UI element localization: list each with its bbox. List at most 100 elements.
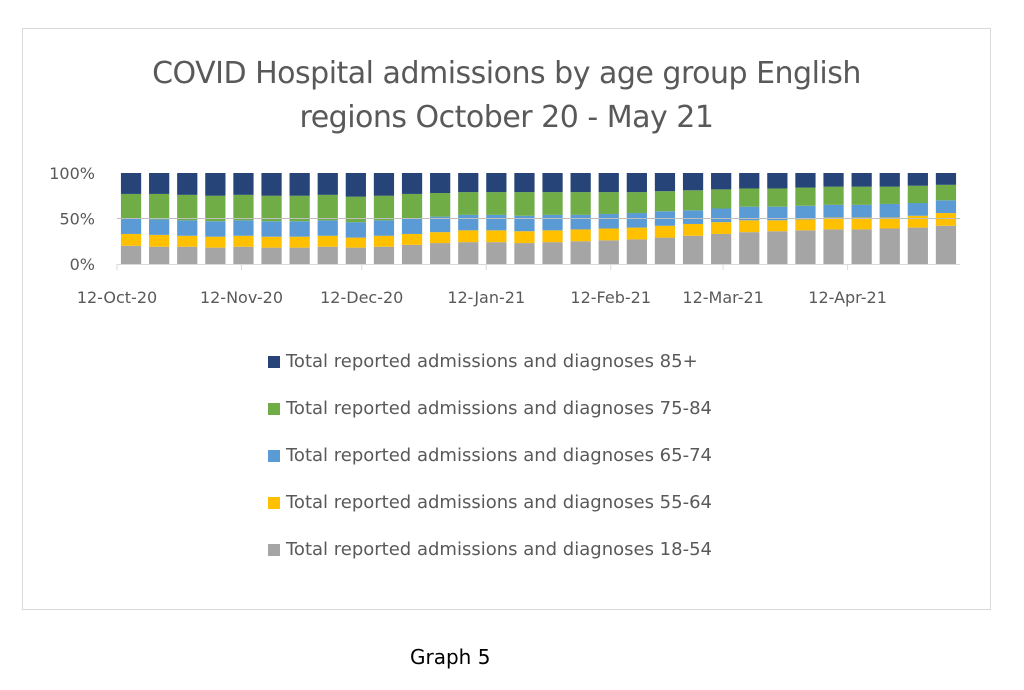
bar-segment-0-15 <box>542 242 563 264</box>
bar-segment-4-15 <box>542 173 563 193</box>
bar-segment-1-9 <box>373 235 395 247</box>
bar-segment-0-8 <box>345 247 366 264</box>
bar-segment-3-10 <box>401 193 423 219</box>
bar-segment-4-24 <box>795 173 816 188</box>
bar-segment-4-7 <box>317 173 338 195</box>
bar-segment-4-25 <box>823 173 844 187</box>
bar-segment-4-22 <box>739 173 760 189</box>
bar-segment-1-3 <box>205 236 226 248</box>
chart-frame <box>22 28 991 610</box>
bar-segment-0-17 <box>598 240 619 264</box>
bar-segment-2-18 <box>626 213 647 228</box>
bar-segment-0-25 <box>823 229 844 264</box>
bar-segment-0-22 <box>739 232 760 264</box>
bar-segment-1-28 <box>907 215 928 228</box>
bar-segment-0-1 <box>149 246 170 264</box>
bar-segment-3-16 <box>570 192 591 215</box>
bar-segment-1-1 <box>149 234 170 247</box>
bar-segment-1-24 <box>795 219 816 231</box>
bar-segment-4-3 <box>205 173 226 196</box>
bar-segment-0-2 <box>177 246 198 264</box>
bar-segment-1-29 <box>935 213 957 226</box>
bar-segment-3-23 <box>767 188 788 207</box>
chart-title-line-1: COVID Hospital admissions by age group E… <box>152 56 861 91</box>
bar-segment-2-10 <box>401 218 423 234</box>
bar-segment-4-14 <box>514 173 535 193</box>
chart-title: COVID Hospital admissions by age group E… <box>22 52 991 140</box>
bar-segment-0-27 <box>879 228 900 264</box>
legend: Total reported admissions and diagnoses … <box>268 338 712 573</box>
bar-segment-2-1 <box>149 219 170 235</box>
x-tick-label: 12-Apr-21 <box>808 288 887 307</box>
bar-segment-0-6 <box>289 247 310 264</box>
bar-segment-1-21 <box>711 222 732 234</box>
bar-segment-1-22 <box>739 220 760 233</box>
legend-label: Total reported admissions and diagnoses … <box>286 398 712 419</box>
bar-segment-1-19 <box>654 225 676 238</box>
bar-segment-4-20 <box>682 173 704 191</box>
bar-segment-2-21 <box>711 208 732 223</box>
bar-segment-2-15 <box>542 214 563 231</box>
bar-segment-0-9 <box>373 246 395 264</box>
bar-segment-4-4 <box>233 173 254 195</box>
bar-segment-3-22 <box>739 188 760 207</box>
bar-segment-4-16 <box>570 173 591 193</box>
bar-segment-3-4 <box>233 194 254 221</box>
bar-segment-2-27 <box>879 203 900 218</box>
legend-swatch-icon <box>268 543 280 556</box>
x-tick-label: 12-Dec-20 <box>320 288 403 307</box>
x-tick-label: 12-Oct-20 <box>77 288 157 307</box>
bar-segment-4-5 <box>261 173 282 196</box>
legend-label: Total reported admissions and diagnoses … <box>286 492 712 513</box>
bar-segment-0-4 <box>233 246 254 264</box>
bar-segment-4-26 <box>851 173 872 187</box>
legend-swatch-icon <box>268 449 280 462</box>
legend-label: Total reported admissions and diagnoses … <box>286 539 712 560</box>
bar-segment-2-13 <box>486 214 507 231</box>
legend-swatch-icon <box>268 402 280 415</box>
y-tick-label: 50% <box>59 210 95 229</box>
bar-segment-1-7 <box>317 235 338 247</box>
bar-segment-2-0 <box>120 218 142 234</box>
bar-segment-0-21 <box>711 233 732 264</box>
bar-segment-1-27 <box>879 217 900 229</box>
bar-segment-2-14 <box>514 215 535 232</box>
bar-segment-2-29 <box>935 200 957 214</box>
bar-segment-3-12 <box>458 192 479 215</box>
bar-segment-4-6 <box>289 173 310 196</box>
stacked-bar-chart: 0% 50% 100% 12-Oct-20 12-Nov-20 12-Dec-20 12-… <box>49 164 960 307</box>
bar-segment-4-19 <box>654 173 676 192</box>
bar-segment-1-0 <box>120 233 142 246</box>
bar-segment-1-11 <box>430 232 451 244</box>
bar-segment-0-3 <box>205 247 226 264</box>
bar-segment-1-10 <box>401 233 423 245</box>
bar-segment-2-3 <box>205 221 226 237</box>
bar-segment-3-18 <box>626 192 647 214</box>
bar-segment-4-29 <box>935 173 957 185</box>
bar-segment-0-0 <box>120 245 142 264</box>
legend-swatch-icon <box>268 355 280 368</box>
bar-segment-0-11 <box>430 243 451 264</box>
bar-segment-3-5 <box>261 195 282 222</box>
bar-segment-3-21 <box>711 189 732 209</box>
legend-item: Total reported admissions and diagnoses … <box>268 526 712 573</box>
bar-segment-0-18 <box>626 239 647 264</box>
legend-item: Total reported admissions and diagnoses … <box>268 479 712 526</box>
bar-segment-2-20 <box>682 210 704 224</box>
bar-segment-1-5 <box>261 236 282 248</box>
bar-segment-2-9 <box>373 220 395 236</box>
bar-segment-4-1 <box>149 173 170 194</box>
bar-segment-0-10 <box>401 244 423 264</box>
bar-segment-2-2 <box>177 220 198 236</box>
bar-segment-2-5 <box>261 221 282 237</box>
bar-segment-3-6 <box>289 195 310 222</box>
bar-segment-0-29 <box>935 225 957 264</box>
bar-segment-4-28 <box>907 173 928 186</box>
y-tick-label: 0% <box>70 255 95 274</box>
bar-segment-3-11 <box>430 193 451 217</box>
bar-segment-3-25 <box>823 186 844 205</box>
bar-segment-4-9 <box>373 173 395 196</box>
bar-segment-3-1 <box>149 193 170 220</box>
bar-segment-1-13 <box>486 230 507 243</box>
figure-caption: Graph 5 <box>410 645 491 669</box>
